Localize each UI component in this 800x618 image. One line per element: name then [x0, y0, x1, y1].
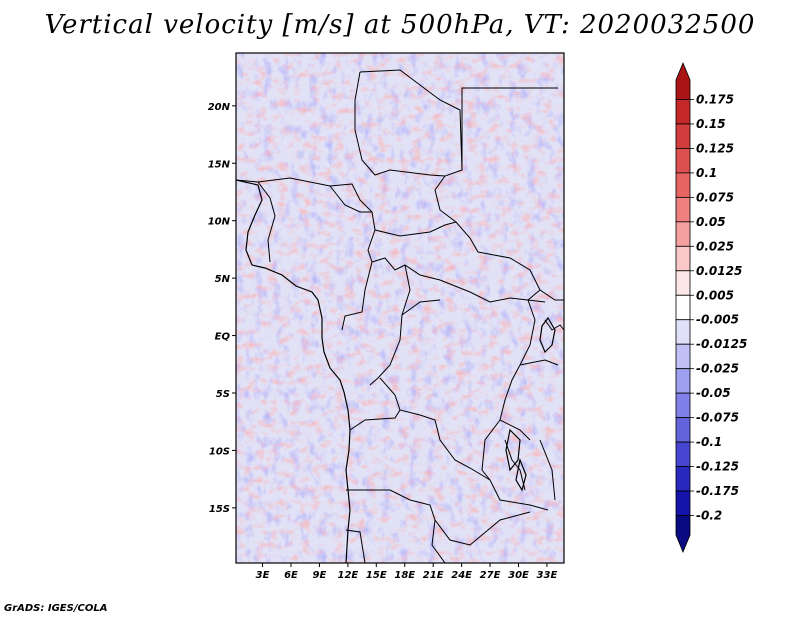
country-borders	[236, 69, 564, 563]
lon-tick-label: 12E	[337, 570, 358, 581]
colorbar: 0.175 0.15 0.125 0.1 0.075 0.05 0.025 0.0125 0.0…	[675, 61, 747, 554]
colorbar-swatch	[675, 343, 691, 370]
lat-tick-label: 10S	[209, 446, 230, 457]
colorbar-swatch	[675, 270, 691, 296]
colorbar-swatch	[675, 148, 691, 174]
lon-tick-label: 33E	[537, 570, 558, 581]
colorbar-label: 0.1	[696, 166, 717, 180]
coastline	[236, 179, 351, 563]
lon-tick-label: 3E	[256, 570, 270, 581]
colorbar-label: 0.025	[696, 239, 734, 253]
colorbar-swatch	[675, 123, 691, 149]
colorbar-swatch	[675, 61, 691, 100]
colorbar-swatch	[675, 368, 691, 394]
colorbar-swatch	[675, 515, 691, 554]
colorbar-label: -0.0125	[696, 337, 747, 351]
colorbar-label: -0.025	[696, 362, 739, 376]
colorbar-label: -0.2	[696, 509, 722, 523]
lon-tick-label: 24E	[451, 570, 472, 581]
lon-tick-label: 27E	[480, 570, 501, 581]
lat-tick-label: 5N	[215, 274, 231, 285]
grads-credit: GrADS: IGES/COLA	[4, 603, 108, 614]
lat-tick-label: EQ	[215, 332, 231, 343]
colorbar-label: 0.0125	[696, 264, 742, 278]
colorbar-label: 0.15	[696, 117, 726, 131]
lon-tick-label: 15E	[366, 570, 387, 581]
lat-tick-label: 15N	[208, 159, 231, 170]
colorbar-swatch	[675, 441, 691, 467]
colorbar-swatch	[675, 294, 691, 321]
lat-tick-label: 5S	[216, 389, 230, 400]
colorbar-swatch	[675, 319, 691, 345]
map-frame	[235, 52, 565, 564]
colorbar-label: 0.05	[696, 215, 726, 229]
colorbar-label: -0.125	[696, 460, 739, 474]
lat-tick-label: 15S	[209, 504, 230, 515]
lat-tick-label: 20N	[208, 102, 231, 113]
colorbar-label: -0.005	[696, 313, 739, 327]
lon-tick-label: 6E	[284, 570, 298, 581]
latitude-axis: 20N 15N 10N 5N EQ 5S 10S 15S	[208, 102, 236, 515]
lakes	[505, 316, 556, 492]
colorbar-swatch	[675, 221, 691, 247]
colorbar-label: 0.005	[696, 288, 734, 302]
lon-tick-label: 9E	[313, 570, 327, 581]
colorbar-swatch	[675, 417, 691, 443]
lon-tick-label: 30E	[508, 570, 529, 581]
colorbar-label: 0.125	[696, 141, 734, 155]
velocity-field	[236, 53, 564, 563]
colorbar-label: -0.05	[696, 386, 731, 400]
colorbar-label: -0.1	[696, 435, 722, 449]
colorbar-swatch	[675, 99, 691, 125]
colorbar-swatch	[675, 245, 691, 272]
lon-tick-label: 18E	[394, 570, 415, 581]
colorbar-swatch	[675, 466, 691, 492]
colorbar-label: -0.075	[696, 411, 739, 425]
lat-tick-label: 10N	[208, 217, 231, 228]
colorbar-label: 0.175	[696, 92, 734, 106]
colorbar-swatch	[675, 196, 691, 223]
colorbar-label: 0.075	[696, 190, 734, 204]
colorbar-swatch	[675, 172, 691, 198]
colorbar-label: -0.175	[696, 484, 739, 498]
colorbar-swatch	[675, 392, 691, 419]
longitude-axis: 3E 6E 9E 12E 15E 18E 21E 24E 27E 30E 33E	[256, 563, 558, 581]
colorbar-swatch	[675, 490, 691, 516]
map-title: Vertical velocity [m/s] at 500hPa, VT: 2…	[44, 10, 756, 40]
lon-tick-label: 21E	[423, 570, 444, 581]
